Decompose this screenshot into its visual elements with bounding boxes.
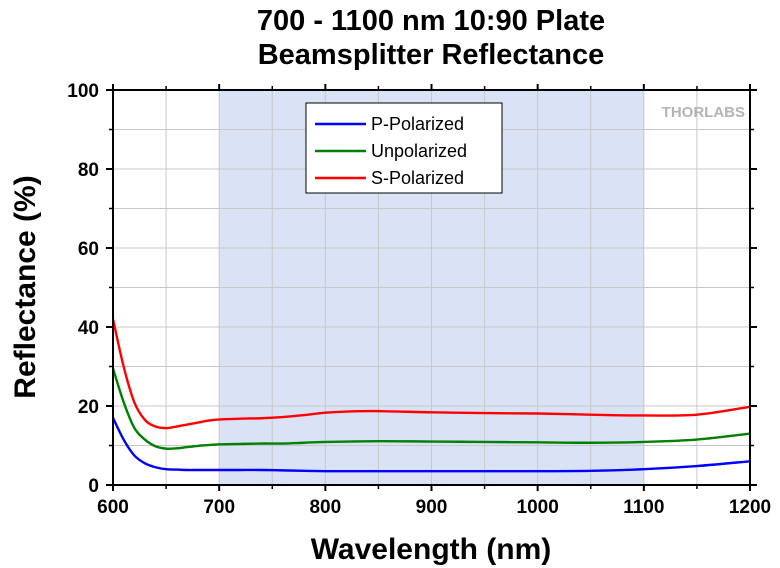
x-tick-label-700: 700 [203, 497, 235, 518]
thorlabs-logo: THORLABS [662, 104, 745, 121]
chart-title-line-1: 700 - 1100 nm 10:90 Plate [256, 5, 606, 37]
y-axis-title: Reflectance (%) [9, 175, 42, 398]
x-tick-label-1000: 1000 [517, 497, 559, 518]
y-tick-label-60: 60 [78, 239, 99, 260]
grid-layer [113, 90, 750, 485]
legend-label-p-polarized: P-Polarized [371, 114, 464, 134]
legend: P-Polarized Unpolarized S-Polarized [305, 102, 503, 194]
x-axis-title: Wavelength (nm) [311, 533, 552, 566]
y-tick-label-80: 80 [78, 160, 99, 181]
series-line-s-polarized [111, 318, 751, 430]
tick-layer: 600 700 800 900 1000 1100 1200 0 20 40 60 80 100 [67, 81, 771, 518]
legend-label-s-polarized: S-Polarized [371, 168, 464, 188]
x-tick-label-1200: 1200 [729, 497, 771, 518]
logo-layer: THORLABS [662, 104, 745, 121]
x-tick-label-900: 900 [416, 497, 448, 518]
x-tick-label-600: 600 [97, 497, 129, 518]
y-tick-label-0: 0 [88, 476, 99, 497]
chart-title: 700 - 1100 nm 10:90 Plate Beamsplitter R… [0, 4, 780, 72]
series-line-p-polarized [111, 417, 751, 473]
legend-label-unpolarized: Unpolarized [371, 141, 467, 161]
chart-title-line-2: Beamsplitter Reflectance [257, 39, 605, 71]
series-line-unpolarized [111, 368, 751, 450]
y-tick-label-20: 20 [78, 397, 99, 418]
series-layer [111, 318, 751, 473]
y-tick-label-40: 40 [78, 318, 99, 339]
x-tick-label-800: 800 [309, 497, 341, 518]
x-tick-label-1100: 1100 [623, 497, 664, 518]
y-tick-label-100: 100 [67, 81, 99, 102]
